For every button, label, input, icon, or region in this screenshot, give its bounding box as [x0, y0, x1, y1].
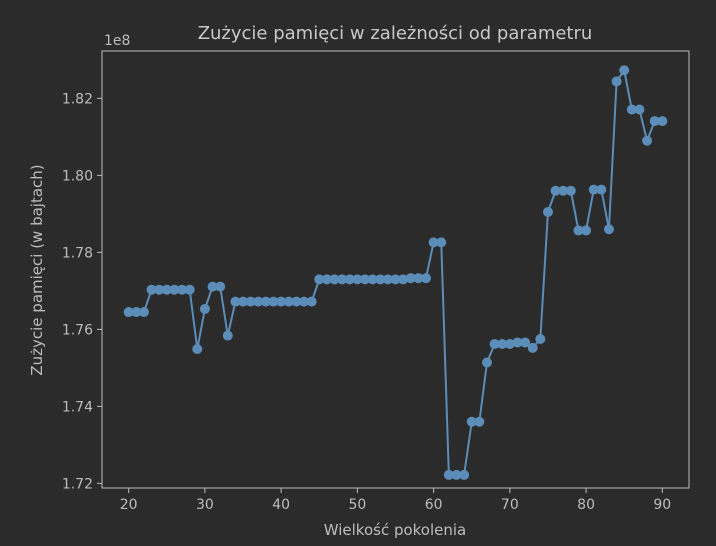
data-point [428, 237, 439, 248]
data-point [238, 296, 249, 307]
data-point [215, 281, 226, 292]
x-tick-label: 20 [120, 497, 138, 513]
data-point [398, 274, 409, 285]
data-point [642, 135, 653, 146]
data-point [276, 296, 287, 307]
data-point [123, 307, 134, 318]
data-point [367, 274, 378, 285]
data-point [626, 104, 637, 115]
x-tick-label: 60 [425, 497, 443, 513]
data-point [558, 185, 569, 196]
data-point [222, 330, 233, 341]
data-point [360, 274, 371, 285]
data-point [146, 284, 157, 295]
data-point [451, 469, 462, 480]
x-tick-label: 80 [577, 497, 595, 513]
data-point [611, 76, 622, 87]
y-axis-offset-label: 1e8 [104, 33, 130, 49]
y-tick-label: 1.72 [62, 476, 93, 492]
y-axis-label: Zużycie pamięci (w bajtach) [28, 164, 46, 375]
data-point [466, 416, 477, 427]
data-point [649, 116, 660, 127]
chart-title: Zużycie pamięci w zależności od parametr… [198, 23, 593, 44]
data-point [520, 337, 531, 348]
data-point [192, 344, 203, 355]
data-point [375, 274, 386, 285]
data-point [634, 104, 645, 115]
data-point [314, 274, 325, 285]
data-point [474, 416, 485, 427]
data-point [230, 296, 241, 307]
data-point [542, 206, 553, 217]
data-point [329, 274, 340, 285]
data-point [184, 284, 195, 295]
data-point [161, 284, 172, 295]
data-point [283, 296, 294, 307]
data-point [588, 184, 599, 195]
data-point [268, 296, 279, 307]
data-point [550, 185, 561, 196]
data-point [497, 339, 508, 350]
data-point [245, 296, 256, 307]
data-point [512, 337, 523, 348]
data-point [603, 224, 614, 235]
series-line [128, 69, 663, 476]
data-point [657, 116, 668, 127]
data-point [352, 274, 363, 285]
y-tick-label: 1.80 [62, 168, 93, 184]
x-tick-label: 30 [196, 497, 214, 513]
data-point [138, 307, 149, 318]
data-point [527, 342, 538, 353]
x-tick-label: 40 [272, 497, 290, 513]
data-point [596, 184, 607, 195]
x-tick-label: 50 [348, 497, 366, 513]
data-point [481, 357, 492, 368]
data-point [306, 296, 317, 307]
data-point [344, 274, 355, 285]
y-tick-label: 1.78 [62, 245, 93, 261]
y-tick-label: 1.76 [62, 322, 93, 338]
data-point [154, 284, 165, 295]
data-point [535, 333, 546, 344]
data-point [413, 273, 424, 284]
data-point [131, 307, 142, 318]
data-point [443, 469, 454, 480]
data-point [436, 237, 447, 248]
data-point [489, 339, 500, 350]
x-tick-label: 90 [653, 497, 671, 513]
plot-frame [101, 50, 690, 489]
data-point [619, 65, 630, 76]
y-tick-label: 1.74 [62, 399, 93, 415]
data-point [253, 296, 264, 307]
y-tick-label: 1.82 [62, 91, 93, 107]
data-point [321, 274, 332, 285]
x-axis-label: Wielkość pokolenia [324, 521, 467, 539]
data-point [207, 281, 218, 292]
data-point [337, 274, 348, 285]
data-point [260, 296, 271, 307]
data-point [177, 284, 188, 295]
data-point [405, 273, 416, 284]
data-point [420, 273, 431, 284]
data-point [459, 469, 470, 480]
data-point [299, 296, 310, 307]
x-tick-label: 70 [501, 497, 519, 513]
data-point [573, 225, 584, 236]
data-point [390, 274, 401, 285]
data-point [565, 185, 576, 196]
data-point [504, 339, 515, 350]
data-point [169, 284, 180, 295]
data-point [291, 296, 302, 307]
data-point [382, 274, 393, 285]
data-point [199, 303, 210, 314]
data-point [581, 225, 592, 236]
